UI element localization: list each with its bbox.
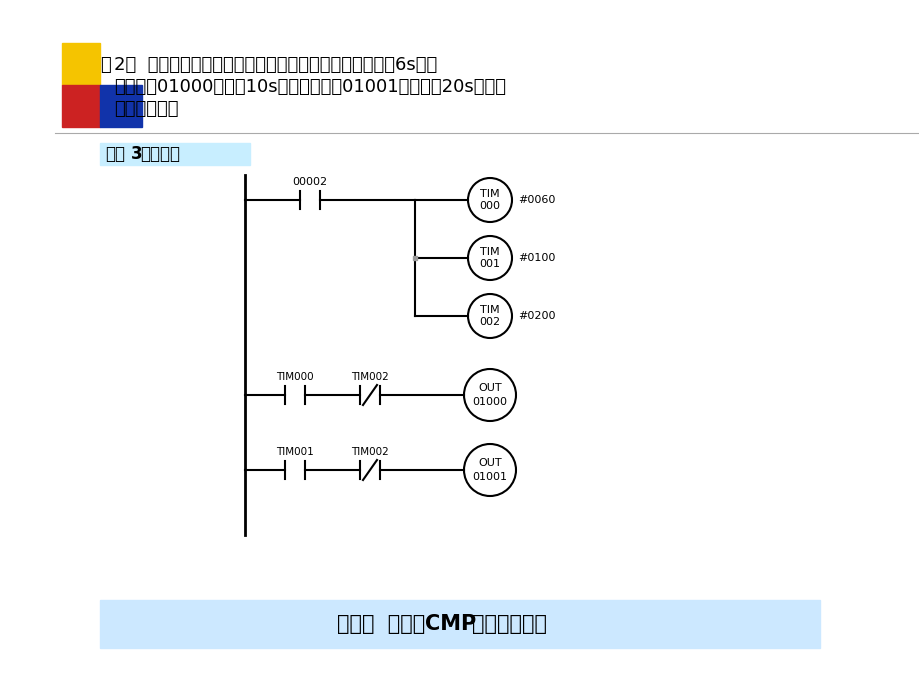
Text: 01000: 01000 (472, 397, 507, 407)
Text: 线圈均失电。: 线圈均失电。 (114, 100, 178, 118)
Text: 使用: 使用 (105, 145, 125, 163)
Text: 002: 002 (479, 317, 500, 327)
Bar (62, 43, 100, 85)
Text: 01001: 01001 (472, 472, 507, 482)
Text: 输出线圈01000得电；10s后，输出线圈01001也得电；20s后，两: 输出线圈01000得电；10s后，输出线圈01001也得电；20s后，两 (114, 78, 505, 96)
Text: OUT: OUT (478, 383, 501, 393)
Text: TIM002: TIM002 (351, 372, 389, 382)
Text: 001: 001 (479, 259, 500, 269)
Bar (100, 85, 142, 127)
Text: 个定时器: 个定时器 (140, 145, 180, 163)
Text: TIM: TIM (480, 189, 499, 199)
Text: TIM000: TIM000 (276, 372, 313, 382)
Text: TIM001: TIM001 (276, 447, 313, 457)
Text: 例: 例 (100, 56, 110, 74)
Text: TIM: TIM (480, 305, 499, 315)
Text: 2：  设计一个定时控制电路，从驱动接点闭合开始计时，6s后，: 2： 设计一个定时控制电路，从驱动接点闭合开始计时，6s后， (114, 56, 437, 74)
Text: CMP: CMP (425, 614, 476, 634)
Text: TIM: TIM (480, 247, 499, 257)
Text: OUT: OUT (478, 458, 501, 468)
Text: 3: 3 (130, 145, 142, 163)
Text: 000: 000 (479, 201, 500, 211)
Bar (100, 143, 250, 165)
Bar (62, 85, 100, 127)
Text: #0100: #0100 (517, 253, 555, 263)
Text: #0200: #0200 (517, 311, 555, 321)
Bar (100, 600, 819, 648)
Text: #0060: #0060 (517, 195, 555, 205)
Text: 00002: 00002 (292, 177, 327, 187)
Text: 指令实现呢？: 指令实现呢？ (471, 614, 547, 634)
Text: TIM002: TIM002 (351, 447, 389, 457)
Text: 问题：  能否用: 问题： 能否用 (336, 614, 425, 634)
